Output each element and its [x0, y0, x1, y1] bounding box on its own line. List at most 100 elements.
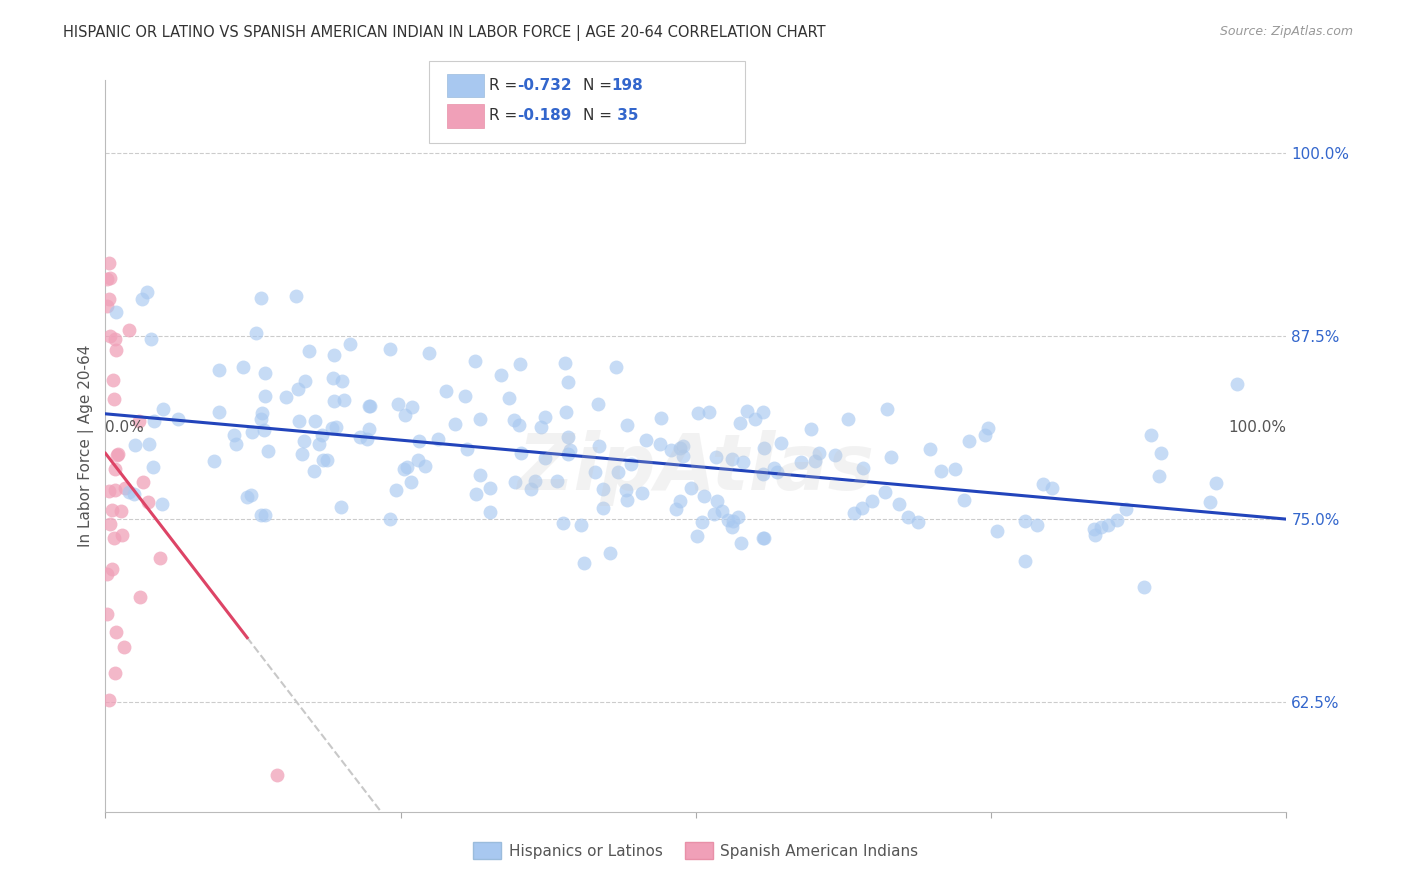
Point	[752, 442, 775, 456]
Point	[380, 512, 402, 526]
Point	[406, 453, 429, 467]
Point	[730, 535, 752, 549]
Point	[586, 397, 609, 411]
Point	[330, 500, 353, 514]
Point	[1032, 477, 1054, 491]
Text: N =: N =	[583, 109, 617, 123]
Point	[322, 370, 344, 384]
Point	[706, 494, 728, 508]
Point	[752, 531, 775, 545]
Point	[349, 430, 371, 444]
Point	[401, 400, 423, 414]
Point	[250, 412, 273, 426]
Point	[889, 498, 911, 512]
Point	[225, 437, 247, 451]
Point	[1115, 501, 1137, 516]
Point	[873, 485, 896, 500]
Point	[876, 402, 898, 417]
Point	[245, 326, 267, 340]
Point	[769, 436, 792, 450]
Point	[735, 404, 758, 418]
Point	[1090, 520, 1112, 534]
Point	[837, 412, 859, 426]
Point	[117, 323, 139, 337]
Point	[671, 439, 693, 453]
Point	[509, 357, 531, 371]
Point	[731, 454, 754, 468]
Point	[710, 504, 733, 518]
Point	[222, 427, 245, 442]
Point	[387, 397, 409, 411]
Point	[456, 442, 478, 456]
Point	[465, 487, 488, 501]
Point	[454, 388, 477, 402]
Point	[463, 354, 485, 368]
Point	[1205, 475, 1227, 490]
Point	[359, 399, 381, 413]
Point	[592, 483, 614, 497]
Point	[554, 405, 576, 419]
Point	[357, 421, 380, 435]
Point	[250, 406, 273, 420]
Text: -0.732: -0.732	[517, 78, 572, 93]
Point	[202, 454, 225, 468]
Text: 35: 35	[612, 109, 638, 123]
Point	[138, 437, 160, 451]
Point	[96, 299, 118, 313]
Point	[98, 256, 121, 270]
Point	[315, 453, 337, 467]
Y-axis label: In Labor Force | Age 20-64: In Labor Force | Age 20-64	[79, 345, 94, 547]
Point	[107, 447, 129, 461]
Point	[208, 405, 231, 419]
Point	[852, 460, 875, 475]
Point	[104, 332, 127, 346]
Point	[524, 474, 547, 488]
Point	[721, 452, 744, 467]
Text: HISPANIC OR LATINO VS SPANISH AMERICAN INDIAN IN LABOR FORCE | AGE 20-64 CORRELA: HISPANIC OR LATINO VS SPANISH AMERICAN I…	[63, 25, 825, 41]
Point	[304, 414, 326, 428]
Point	[554, 356, 576, 370]
Point	[697, 405, 720, 419]
Point	[1198, 495, 1220, 509]
Point	[97, 692, 120, 706]
Point	[136, 495, 159, 509]
Point	[266, 768, 288, 782]
Text: 100.0%: 100.0%	[1229, 420, 1286, 435]
Point	[1226, 376, 1249, 391]
Point	[692, 489, 714, 503]
Point	[721, 520, 744, 534]
Point	[208, 363, 231, 377]
Point	[929, 464, 952, 478]
Point	[131, 293, 153, 307]
Point	[824, 449, 846, 463]
Point	[1083, 522, 1105, 536]
Point	[142, 459, 165, 474]
Point	[294, 374, 316, 388]
Point	[105, 448, 128, 462]
Point	[98, 271, 121, 285]
Point	[1132, 580, 1154, 594]
Point	[510, 446, 533, 460]
Point	[325, 419, 347, 434]
Point	[132, 475, 155, 490]
Point	[103, 392, 125, 407]
Point	[426, 432, 449, 446]
Point	[557, 376, 579, 390]
Point	[104, 483, 127, 497]
Point	[569, 518, 592, 533]
Point	[284, 289, 307, 303]
Point	[808, 446, 831, 460]
Point	[599, 546, 621, 560]
Point	[551, 516, 574, 531]
Point	[560, 443, 582, 458]
Point	[880, 450, 903, 465]
Point	[744, 412, 766, 426]
Point	[686, 406, 709, 420]
Point	[800, 422, 823, 436]
Point	[986, 524, 1008, 538]
Point	[312, 453, 335, 467]
Point	[122, 487, 145, 501]
Point	[703, 507, 725, 521]
Point	[232, 360, 254, 375]
Point	[502, 413, 524, 427]
